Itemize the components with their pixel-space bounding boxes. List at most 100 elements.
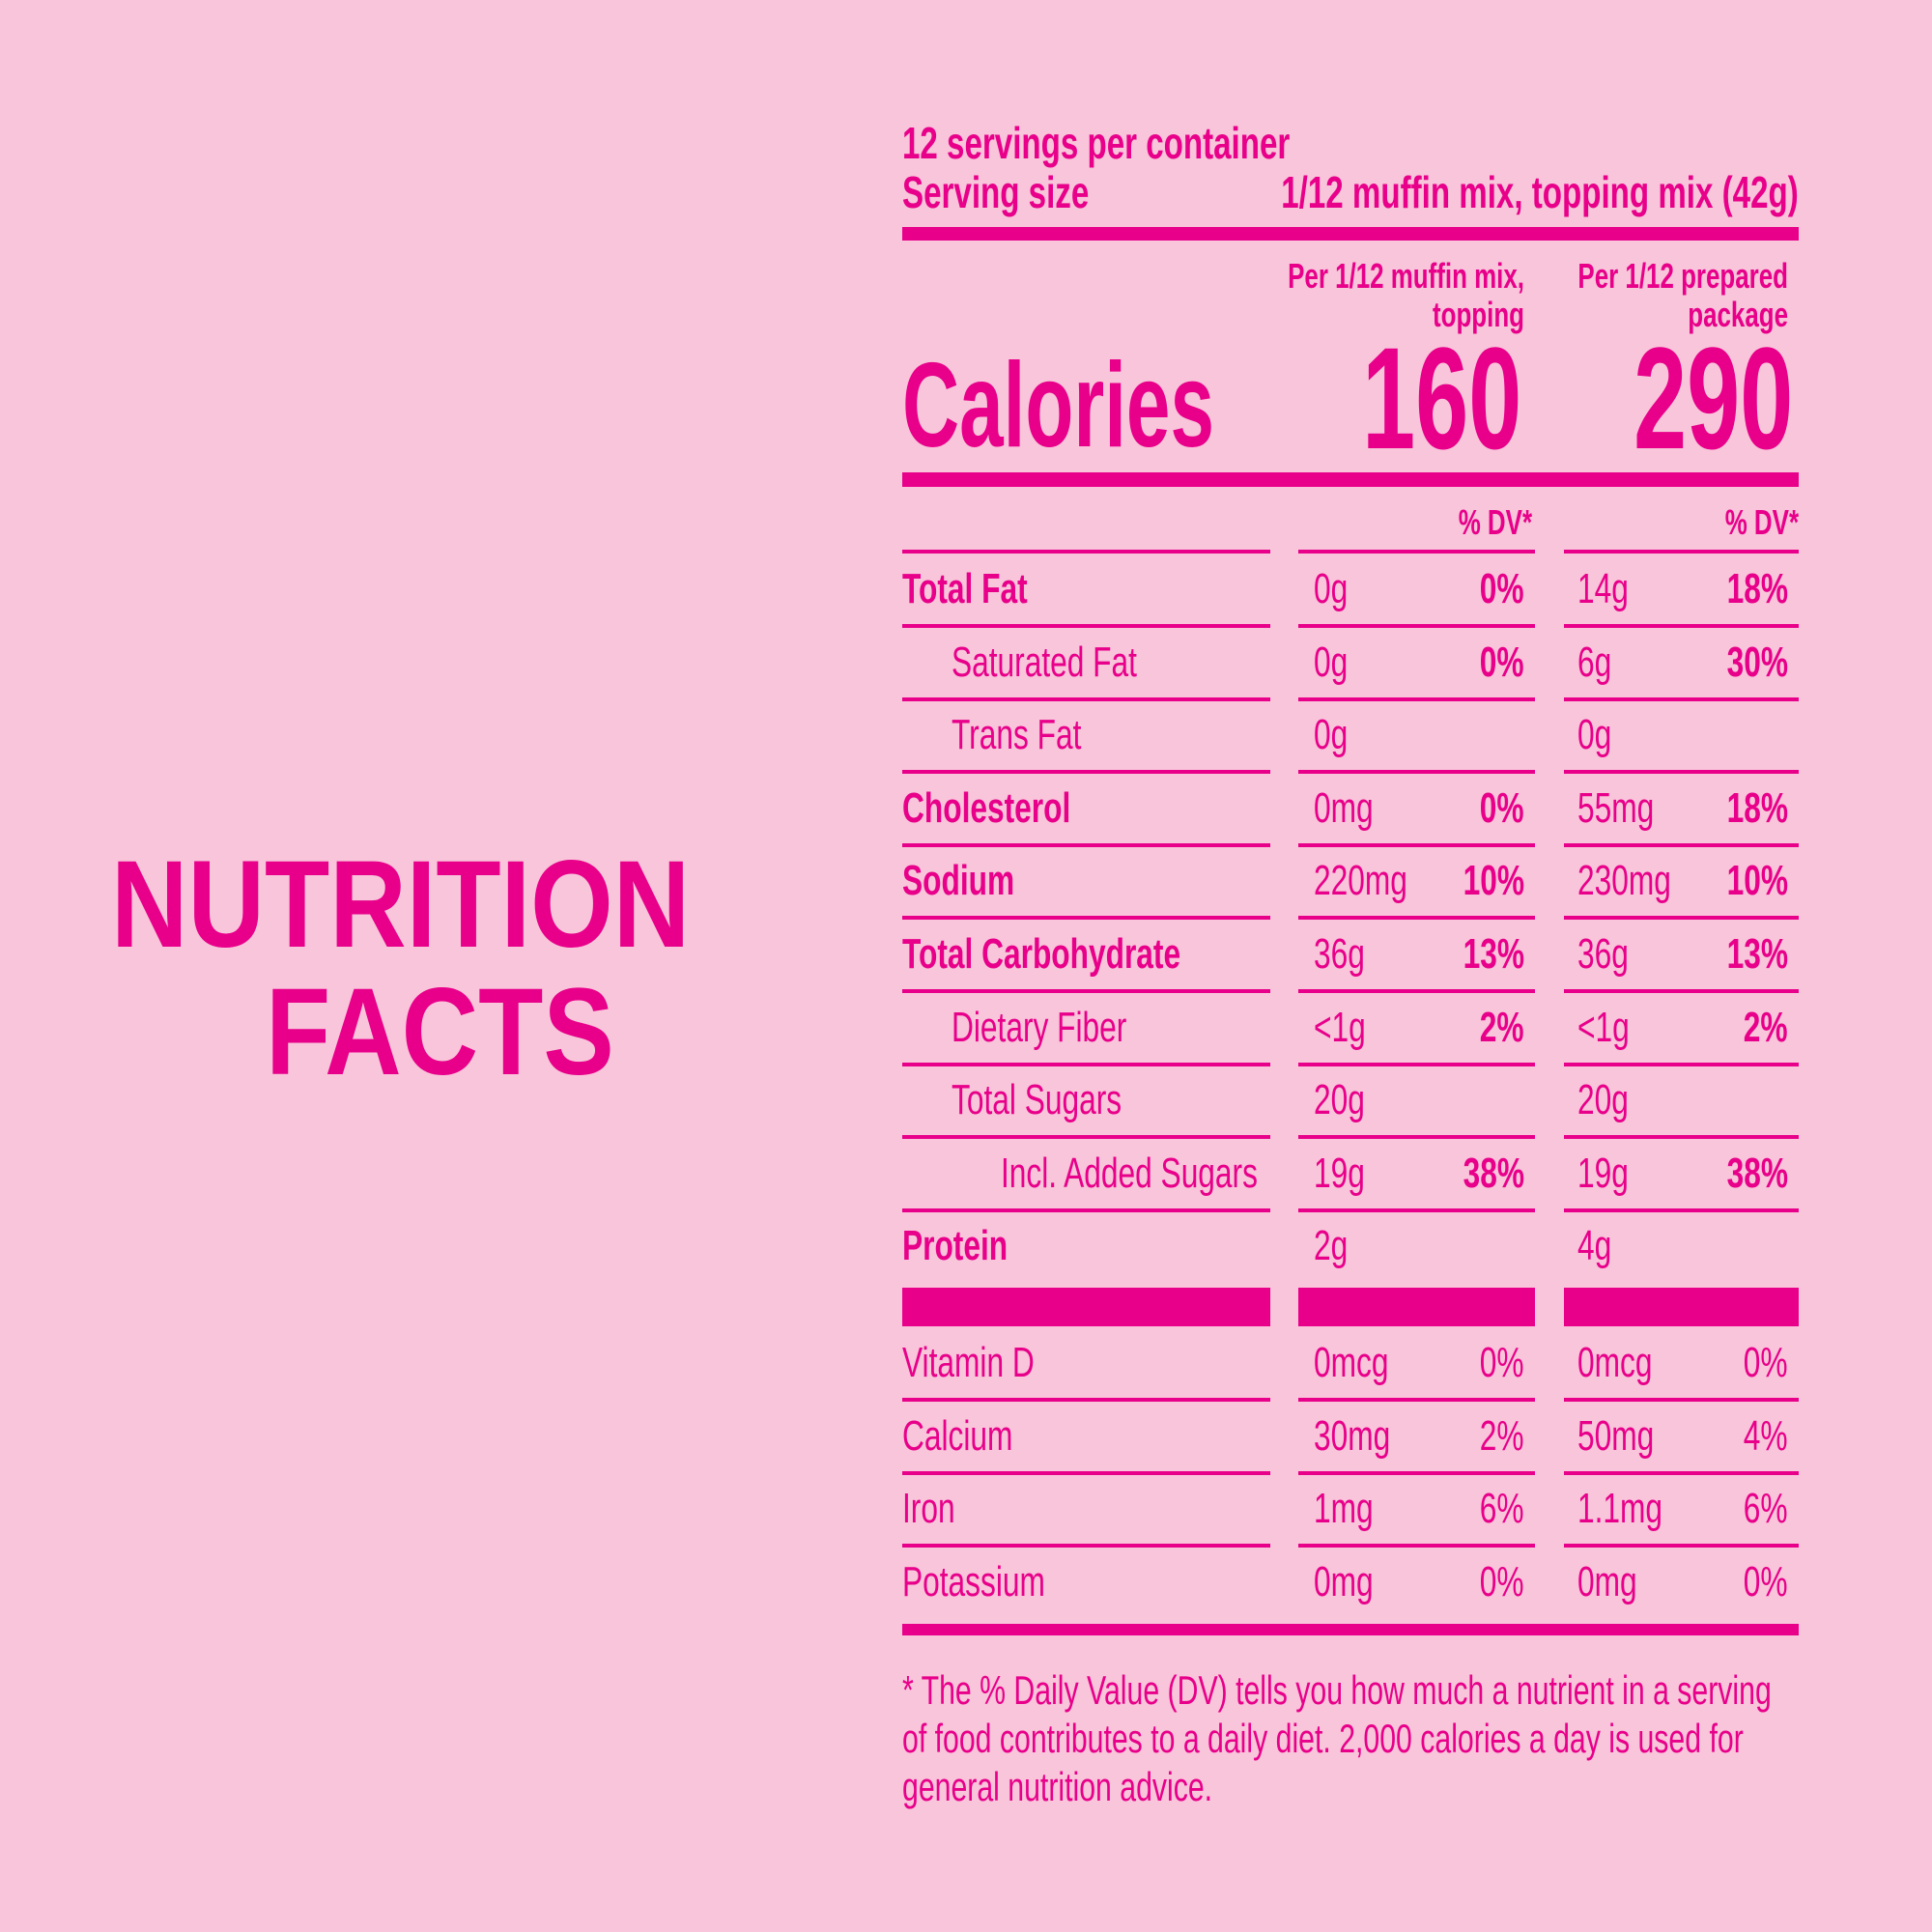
rule <box>902 989 1270 993</box>
amount: 0mg <box>1577 1557 1637 1605</box>
daily-value: 0% <box>1744 1557 1788 1605</box>
rule <box>1564 770 1799 775</box>
amount: 19g <box>1577 1149 1629 1197</box>
thick-rule <box>1298 1288 1535 1326</box>
amount: 36g <box>1314 930 1365 978</box>
rule <box>902 1398 1270 1402</box>
rule <box>902 1470 1270 1475</box>
rule <box>1298 1398 1535 1402</box>
amount: 2g <box>1314 1222 1349 1270</box>
amount: 4g <box>1577 1222 1612 1270</box>
nutrient-name: Vitamin D <box>902 1339 1035 1386</box>
title-line: NUTRITION <box>111 836 691 974</box>
rule <box>1298 550 1535 554</box>
nutrient-name: Total Carbohydrate <box>902 930 1181 978</box>
rule <box>1298 1135 1535 1140</box>
amount: 30mg <box>1314 1411 1391 1460</box>
rule <box>902 842 1270 847</box>
rule <box>1564 1135 1799 1140</box>
rule <box>1564 1544 1799 1548</box>
rule <box>1298 916 1535 921</box>
daily-value: 30% <box>1726 638 1788 686</box>
amount: 20g <box>1577 1076 1629 1124</box>
amount: 0mg <box>1314 1557 1374 1605</box>
serving-size-label: Serving size <box>902 167 1090 217</box>
column-header: Per 1/12 prepared package <box>1577 256 1788 334</box>
amount: 6g <box>1577 638 1612 686</box>
amount: 0mcg <box>1314 1339 1389 1386</box>
amount: 1.1mg <box>1577 1485 1663 1533</box>
calories-label: Calories <box>902 339 1214 472</box>
calories-value: 160 <box>1361 317 1521 479</box>
amount: 20g <box>1314 1076 1365 1124</box>
rule <box>1564 916 1799 921</box>
rule <box>902 916 1270 921</box>
calories-value: 290 <box>1633 317 1793 479</box>
rule <box>1298 1208 1535 1212</box>
daily-value: 4% <box>1744 1411 1788 1460</box>
rule <box>1298 696 1535 701</box>
thick-rule <box>902 472 1799 487</box>
amount: 19g <box>1314 1149 1365 1197</box>
servings: 12 servings per container <box>902 118 1291 168</box>
nutrient-name: Incl. Added Sugars <box>1001 1149 1258 1197</box>
nutrient-name: Cholesterol <box>902 783 1071 832</box>
daily-value: 2% <box>1744 1003 1788 1051</box>
amount: 0mcg <box>1577 1339 1653 1386</box>
daily-value: 13% <box>1463 930 1524 978</box>
rule <box>1564 1208 1799 1212</box>
daily-value: 18% <box>1726 783 1788 832</box>
amount: 14g <box>1577 565 1629 612</box>
daily-value: 0% <box>1480 783 1524 832</box>
amount: 50mg <box>1577 1411 1655 1460</box>
rule <box>902 1544 1270 1548</box>
rule <box>1298 989 1535 993</box>
amount: 0mg <box>1314 783 1374 832</box>
amount: 0g <box>1577 711 1612 759</box>
amount: 0g <box>1314 638 1349 686</box>
amount: 36g <box>1577 930 1629 978</box>
nutrient-name: Protein <box>902 1222 1009 1270</box>
amount: 1mg <box>1314 1485 1374 1533</box>
rule <box>1298 842 1535 847</box>
rule <box>902 1135 1270 1140</box>
nutrient-name: Calcium <box>902 1411 1013 1460</box>
serving-size: 1/12 muffin mix, topping mix (42g) <box>1281 167 1800 217</box>
daily-value: 38% <box>1726 1149 1788 1197</box>
nutrient-name: Total Sugars <box>952 1076 1122 1124</box>
amount: <1g <box>1577 1003 1630 1051</box>
nutrient-name: Dietary Fiber <box>952 1003 1127 1051</box>
nutrient-name: Trans Fat <box>952 711 1082 759</box>
daily-value: 13% <box>1726 930 1788 978</box>
nutrient-name: Sodium <box>902 857 1015 905</box>
thick-rule <box>902 1288 1270 1326</box>
daily-value: 18% <box>1726 565 1788 612</box>
rule <box>1564 696 1799 701</box>
thick-rule <box>1564 1288 1799 1326</box>
nutrient-name: Potassium <box>902 1557 1045 1605</box>
rule <box>1298 1544 1535 1548</box>
daily-value: 10% <box>1726 857 1788 905</box>
rule <box>1298 1062 1535 1066</box>
amount: 55mg <box>1577 783 1655 832</box>
daily-value: 0% <box>1480 1339 1524 1386</box>
rule <box>1298 770 1535 775</box>
rule <box>1298 624 1535 628</box>
nutrient-name: Iron <box>902 1485 955 1533</box>
nutrient-name: Total Fat <box>902 565 1028 612</box>
rule <box>1564 1062 1799 1066</box>
rule <box>902 1062 1270 1066</box>
daily-value: 2% <box>1480 1003 1524 1051</box>
rule <box>1564 1470 1799 1475</box>
title-line: FACTS <box>266 963 614 1101</box>
rule <box>902 696 1270 701</box>
daily-value: 0% <box>1480 1557 1524 1605</box>
dv-header: % DV* <box>1458 502 1532 542</box>
daily-value: 6% <box>1744 1485 1788 1533</box>
rule <box>1564 1398 1799 1402</box>
amount: <1g <box>1314 1003 1366 1051</box>
rule <box>902 550 1270 554</box>
thick-rule <box>902 227 1799 241</box>
footnote: * The % Daily Value (DV) tells you how m… <box>902 1667 1772 1809</box>
